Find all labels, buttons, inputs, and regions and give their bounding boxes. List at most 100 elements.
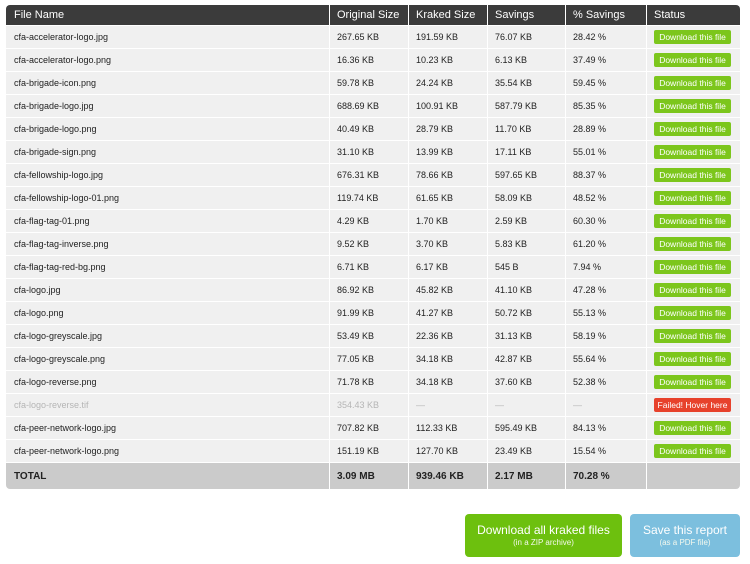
download-file-button[interactable]: Download this file: [654, 306, 731, 320]
save-report-pdf-button[interactable]: Save this report (as a PDF file): [630, 514, 740, 557]
table-row: cfa-logo-greyscale.png 77.05 KB 34.18 KB 42…: [6, 347, 740, 370]
original-size-cell: 86.92 KB: [329, 278, 408, 301]
percent-savings-cell: 37.49 %: [565, 48, 646, 71]
save-report-label: Save this report: [642, 523, 728, 537]
status-cell: Download this file: [646, 163, 740, 186]
status-cell: Download this file: [646, 25, 740, 48]
percent-savings-cell: —: [565, 393, 646, 416]
percent-savings-cell: 47.28 %: [565, 278, 646, 301]
savings-cell: 41.10 KB: [487, 278, 565, 301]
file-name-cell: cfa-flag-tag-01.png: [6, 209, 329, 232]
download-file-button[interactable]: Download this file: [654, 444, 731, 458]
savings-cell: 42.87 KB: [487, 347, 565, 370]
file-name-cell: cfa-brigade-logo.jpg: [6, 94, 329, 117]
header-kraked-size: Kraked Size: [408, 5, 487, 25]
percent-savings-cell: 59.45 %: [565, 71, 646, 94]
kraked-size-cell: 24.24 KB: [408, 71, 487, 94]
percent-savings-cell: 28.42 %: [565, 25, 646, 48]
header-percent-savings: % Savings: [565, 5, 646, 25]
save-report-sublabel: (as a PDF file): [659, 538, 711, 547]
download-file-button[interactable]: Download this file: [654, 421, 731, 435]
total-status-empty: [646, 462, 740, 489]
table-row: cfa-logo-reverse.png 71.78 KB 34.18 KB 37.6…: [6, 370, 740, 393]
file-name-cell: cfa-flag-tag-inverse.png: [6, 232, 329, 255]
table-row: cfa-brigade-logo.png 40.49 KB 28.79 KB 11.7…: [6, 117, 740, 140]
kraked-size-cell: 112.33 KB: [408, 416, 487, 439]
status-cell: Download this file: [646, 232, 740, 255]
table-row: cfa-peer-network-logo.png 151.19 KB 127.70…: [6, 439, 740, 462]
percent-savings-cell: 52.38 %: [565, 370, 646, 393]
original-size-cell: 91.99 KB: [329, 301, 408, 324]
savings-cell: 31.13 KB: [487, 324, 565, 347]
file-name-cell: cfa-accelerator-logo.jpg: [6, 25, 329, 48]
savings-cell: 595.49 KB: [487, 416, 565, 439]
status-cell: Download this file: [646, 186, 740, 209]
original-size-cell: 267.65 KB: [329, 25, 408, 48]
header-original-size: Original Size: [329, 5, 408, 25]
download-file-button[interactable]: Download this file: [654, 329, 731, 343]
kraked-size-cell: 78.66 KB: [408, 163, 487, 186]
table-row: cfa-flag-tag-01.png 4.29 KB 1.70 KB 2.59 KB…: [6, 209, 740, 232]
table-row: cfa-logo-reverse.tif 354.43 KB — — — Failed! …: [6, 393, 740, 416]
status-cell: Download this file: [646, 140, 740, 163]
status-cell: Download this file: [646, 416, 740, 439]
download-file-button[interactable]: Download this file: [654, 145, 731, 159]
file-name-cell: cfa-fellowship-logo-01.png: [6, 186, 329, 209]
status-cell: Download this file: [646, 94, 740, 117]
savings-cell: 50.72 KB: [487, 301, 565, 324]
kraked-size-cell: 3.70 KB: [408, 232, 487, 255]
percent-savings-cell: 61.20 %: [565, 232, 646, 255]
status-cell: Download this file: [646, 71, 740, 94]
savings-cell: 37.60 KB: [487, 370, 565, 393]
failed-hover-button[interactable]: Failed! Hover here: [654, 398, 731, 412]
table-row: cfa-brigade-sign.png 31.10 KB 13.99 KB 17.1…: [6, 140, 740, 163]
kraked-size-cell: 13.99 KB: [408, 140, 487, 163]
original-size-cell: 40.49 KB: [329, 117, 408, 140]
status-cell: Download this file: [646, 209, 740, 232]
percent-savings-cell: 60.30 %: [565, 209, 646, 232]
download-file-button[interactable]: Download this file: [654, 30, 731, 44]
table-header-row: File Name Original Size Kraked Size Savi…: [6, 5, 740, 25]
percent-savings-cell: 55.13 %: [565, 301, 646, 324]
savings-cell: 35.54 KB: [487, 71, 565, 94]
kraked-size-cell: 61.65 KB: [408, 186, 487, 209]
download-file-button[interactable]: Download this file: [654, 260, 731, 274]
file-name-cell: cfa-logo.png: [6, 301, 329, 324]
original-size-cell: 16.36 KB: [329, 48, 408, 71]
percent-savings-cell: 48.52 %: [565, 186, 646, 209]
download-file-button[interactable]: Download this file: [654, 76, 731, 90]
file-name-cell: cfa-brigade-icon.png: [6, 71, 329, 94]
download-file-button[interactable]: Download this file: [654, 237, 731, 251]
table-row: cfa-brigade-logo.jpg 688.69 KB 100.91 KB 58…: [6, 94, 740, 117]
download-file-button[interactable]: Download this file: [654, 122, 731, 136]
savings-cell: 545 B: [487, 255, 565, 278]
status-cell: Failed! Hover here: [646, 393, 740, 416]
download-file-button[interactable]: Download this file: [654, 99, 731, 113]
file-name-cell: cfa-logo-greyscale.jpg: [6, 324, 329, 347]
download-file-button[interactable]: Download this file: [654, 191, 731, 205]
kraked-size-cell: 22.36 KB: [408, 324, 487, 347]
savings-cell: 587.79 KB: [487, 94, 565, 117]
download-file-button[interactable]: Download this file: [654, 168, 731, 182]
file-name-cell: cfa-logo-greyscale.png: [6, 347, 329, 370]
download-all-label: Download all kraked files: [477, 523, 610, 537]
kraked-size-cell: 1.70 KB: [408, 209, 487, 232]
download-file-button[interactable]: Download this file: [654, 283, 731, 297]
download-all-zip-button[interactable]: Download all kraked files (in a ZIP arch…: [465, 514, 622, 557]
total-label: TOTAL: [6, 462, 329, 489]
download-file-button[interactable]: Download this file: [654, 53, 731, 67]
kraked-size-cell: 45.82 KB: [408, 278, 487, 301]
kraked-size-cell: —: [408, 393, 487, 416]
download-file-button[interactable]: Download this file: [654, 352, 731, 366]
kraked-size-cell: 41.27 KB: [408, 301, 487, 324]
download-file-button[interactable]: Download this file: [654, 214, 731, 228]
header-file-name: File Name: [6, 5, 329, 25]
download-file-button[interactable]: Download this file: [654, 375, 731, 389]
savings-cell: 58.09 KB: [487, 186, 565, 209]
savings-cell: 597.65 KB: [487, 163, 565, 186]
percent-savings-cell: 15.54 %: [565, 439, 646, 462]
savings-cell: —: [487, 393, 565, 416]
percent-savings-cell: 88.37 %: [565, 163, 646, 186]
status-cell: Download this file: [646, 324, 740, 347]
original-size-cell: 676.31 KB: [329, 163, 408, 186]
